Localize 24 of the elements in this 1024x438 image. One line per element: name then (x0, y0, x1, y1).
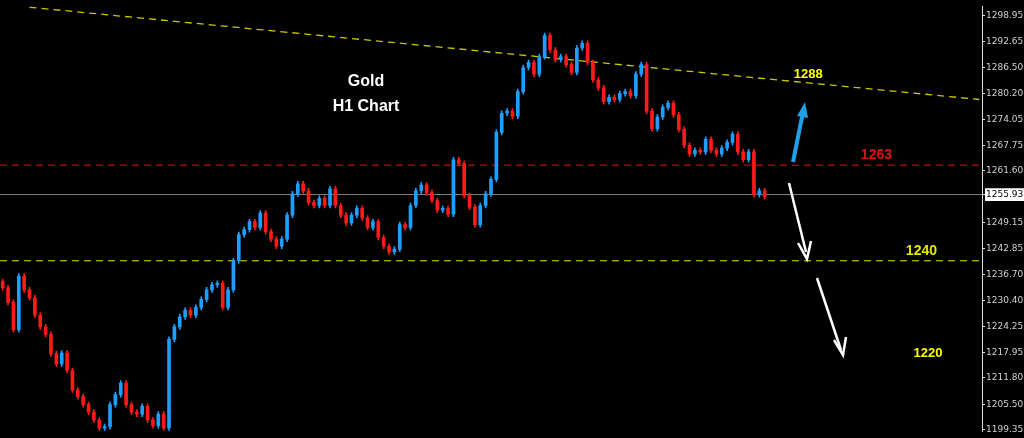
y-tick-label: 1274.05 (986, 113, 1024, 124)
y-tick-label: 1230.40 (986, 295, 1024, 306)
ref-line-label: 1263 (860, 146, 893, 163)
y-tick-label: 1280.20 (986, 88, 1024, 99)
annotation: 1288 (793, 66, 823, 82)
y-tick-label: 1211.80 (986, 372, 1024, 383)
y-tick-label: 1224.25 (986, 320, 1024, 331)
y-tick-label: 1199.35 (986, 424, 1024, 435)
y-tick-label: 1249.15 (986, 217, 1024, 228)
ref-line-label: 1240 (905, 241, 938, 258)
y-tick-label: 1255.93 (986, 188, 1024, 199)
y-tick-label: 1236.70 (986, 268, 1024, 279)
y-tick-label: 1242.85 (986, 243, 1024, 254)
annotation: 1220 (913, 344, 943, 360)
text: H1 Chart (332, 97, 401, 115)
y-tick-label: 1217.95 (986, 346, 1024, 357)
y-tick-label: 1298.95 (986, 10, 1024, 21)
y-tick-label: 1292.65 (986, 36, 1024, 47)
y-tick-label: 1286.50 (986, 61, 1024, 72)
y-tick-label: 1205.50 (986, 398, 1024, 409)
text: Gold (347, 72, 385, 90)
candlestick (698, 147, 703, 155)
y-tick-label: 1261.60 (986, 165, 1024, 176)
y-tick-label: 1267.75 (986, 139, 1024, 150)
